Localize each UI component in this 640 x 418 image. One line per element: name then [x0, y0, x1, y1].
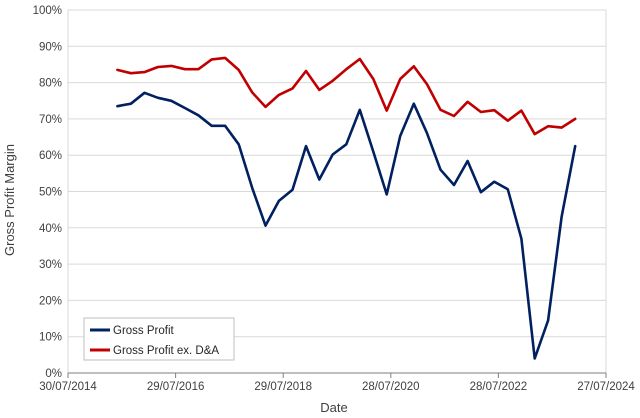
x-tick-label: 29/07/2016: [147, 381, 205, 393]
legend-box: [83, 317, 235, 361]
y-tick-label: 10%: [39, 332, 62, 344]
legend-label-gross-profit-ex-da: Gross Profit ex. D&A: [113, 345, 219, 357]
y-tick-label: 80%: [39, 78, 62, 90]
y-tick-label: 70%: [39, 114, 62, 126]
y-tick-label: 50%: [39, 187, 62, 199]
x-tick-label: 28/07/2020: [362, 381, 420, 393]
legend-label-gross-profit: Gross Profit: [113, 325, 175, 337]
x-tick-label: 29/07/2018: [254, 381, 312, 393]
axes: [67, 9, 607, 378]
y-tick-label: 20%: [39, 295, 62, 307]
x-tick-label: 30/07/2014: [39, 381, 97, 393]
series-line-gross-profit-ex-da: [116, 56, 577, 136]
series-lines: [116, 56, 577, 360]
y-tick-label: 40%: [39, 223, 62, 235]
tick-labels: 0% 10% 20% 30% 40% 50% 60% 70% 80% 90% 100% 30/07/2…: [33, 5, 636, 393]
y-tick-label: 60%: [39, 150, 62, 162]
legend: Gross Profit Gross Profit ex. D&A: [83, 317, 235, 361]
series-line-gross-profit: [116, 91, 577, 360]
y-tick-label: 0%: [45, 368, 62, 380]
y-tick-label: 30%: [39, 259, 62, 271]
gridlines: [68, 9, 606, 338]
x-tick-label: 27/07/2024: [577, 381, 635, 393]
x-axis-title: Date: [320, 400, 347, 415]
x-tick-label: 28/07/2022: [470, 381, 528, 393]
y-tick-label: 100%: [33, 5, 62, 17]
y-axis-title: Gross Profit Margin: [2, 144, 17, 256]
y-tick-label: 90%: [39, 41, 62, 53]
